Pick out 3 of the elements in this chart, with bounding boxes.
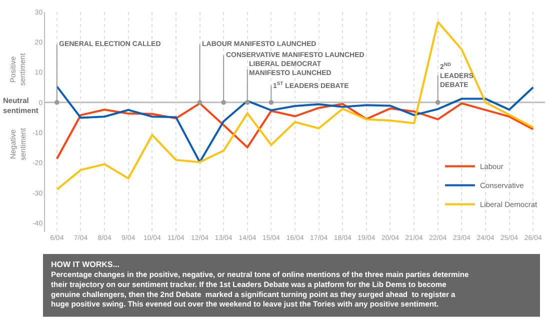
line-series	[56, 20, 534, 191]
line-series	[56, 85, 534, 164]
text: HOW IT WORKS...	[51, 260, 120, 269]
